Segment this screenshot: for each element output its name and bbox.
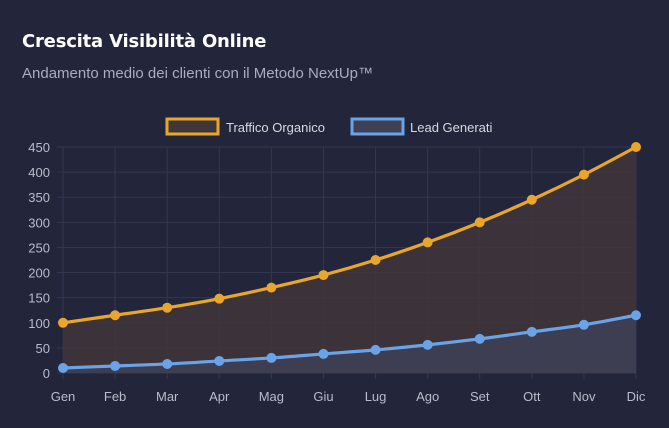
y-tick-label: 150 xyxy=(28,291,50,306)
series-areas xyxy=(63,147,636,373)
data-points xyxy=(58,142,641,373)
data-point xyxy=(162,358,173,369)
x-axis-ticks: Gen Feb Mar Apr Mag Giu Lug Ago Set Ott Nov Dic xyxy=(51,389,646,404)
y-tick-label: 200 xyxy=(28,266,50,281)
y-axis-ticks: 0 50 100 150 200 250 300 350 400 450 xyxy=(28,140,50,381)
data-point xyxy=(110,360,121,371)
y-tick-label: 450 xyxy=(28,140,50,155)
x-tick-label: Ago xyxy=(416,389,439,404)
legend: Traffico Organico Lead Generati xyxy=(165,117,493,136)
data-point xyxy=(370,255,381,265)
x-tick-label: Gen xyxy=(51,389,76,404)
chart-subtitle: Andamento medio dei clienti con il Metod… xyxy=(22,65,374,82)
data-point xyxy=(58,362,68,373)
legend-item-leads[interactable]: Lead Generati xyxy=(350,117,493,136)
series-area-0 xyxy=(63,147,636,373)
data-point xyxy=(474,333,485,344)
y-tick-label: 50 xyxy=(36,341,50,356)
y-tick-label: 0 xyxy=(43,366,50,381)
y-tick-label: 300 xyxy=(28,215,50,230)
data-point xyxy=(214,355,225,366)
data-point xyxy=(631,310,641,321)
x-tick-label: Mar xyxy=(156,389,179,404)
data-point xyxy=(474,217,485,228)
legend-label-organic: Traffico Organico xyxy=(226,120,325,135)
x-tick-label: Lug xyxy=(365,389,387,404)
data-point xyxy=(58,317,68,328)
data-point xyxy=(578,169,589,180)
data-point xyxy=(162,302,173,313)
legend-item-organic[interactable]: Traffico Organico xyxy=(165,117,325,136)
series-area-1 xyxy=(63,315,636,373)
data-point xyxy=(214,293,225,304)
data-point xyxy=(318,348,329,359)
y-tick-label: 100 xyxy=(28,316,50,331)
y-tick-label: 400 xyxy=(28,165,50,180)
data-point xyxy=(526,326,537,337)
data-point xyxy=(266,352,277,363)
data-point xyxy=(526,194,537,205)
data-point xyxy=(422,339,433,350)
legend-label-leads: Lead Generati xyxy=(410,120,493,135)
x-tick-label: Ott xyxy=(523,389,541,404)
x-tick-label: Feb xyxy=(104,389,126,404)
data-point xyxy=(318,270,329,281)
data-point xyxy=(631,142,641,152)
data-point xyxy=(422,237,433,248)
x-tick-label: Apr xyxy=(209,389,230,404)
data-point xyxy=(266,282,277,293)
y-tick-label: 350 xyxy=(28,190,50,205)
x-tick-label: Set xyxy=(470,389,490,404)
data-point xyxy=(110,310,121,321)
legend-swatch-leads xyxy=(350,117,405,136)
x-tick-label: Dic xyxy=(627,389,646,404)
x-tick-label: Nov xyxy=(572,389,596,404)
y-tick-label: 250 xyxy=(28,240,50,255)
legend-swatch-organic xyxy=(165,117,220,136)
data-point xyxy=(578,319,589,330)
chart-title: Crescita Visibilità Online xyxy=(22,31,267,52)
x-tick-label: Giu xyxy=(313,389,333,404)
x-tick-label: Mag xyxy=(259,389,284,404)
data-point xyxy=(370,344,381,355)
